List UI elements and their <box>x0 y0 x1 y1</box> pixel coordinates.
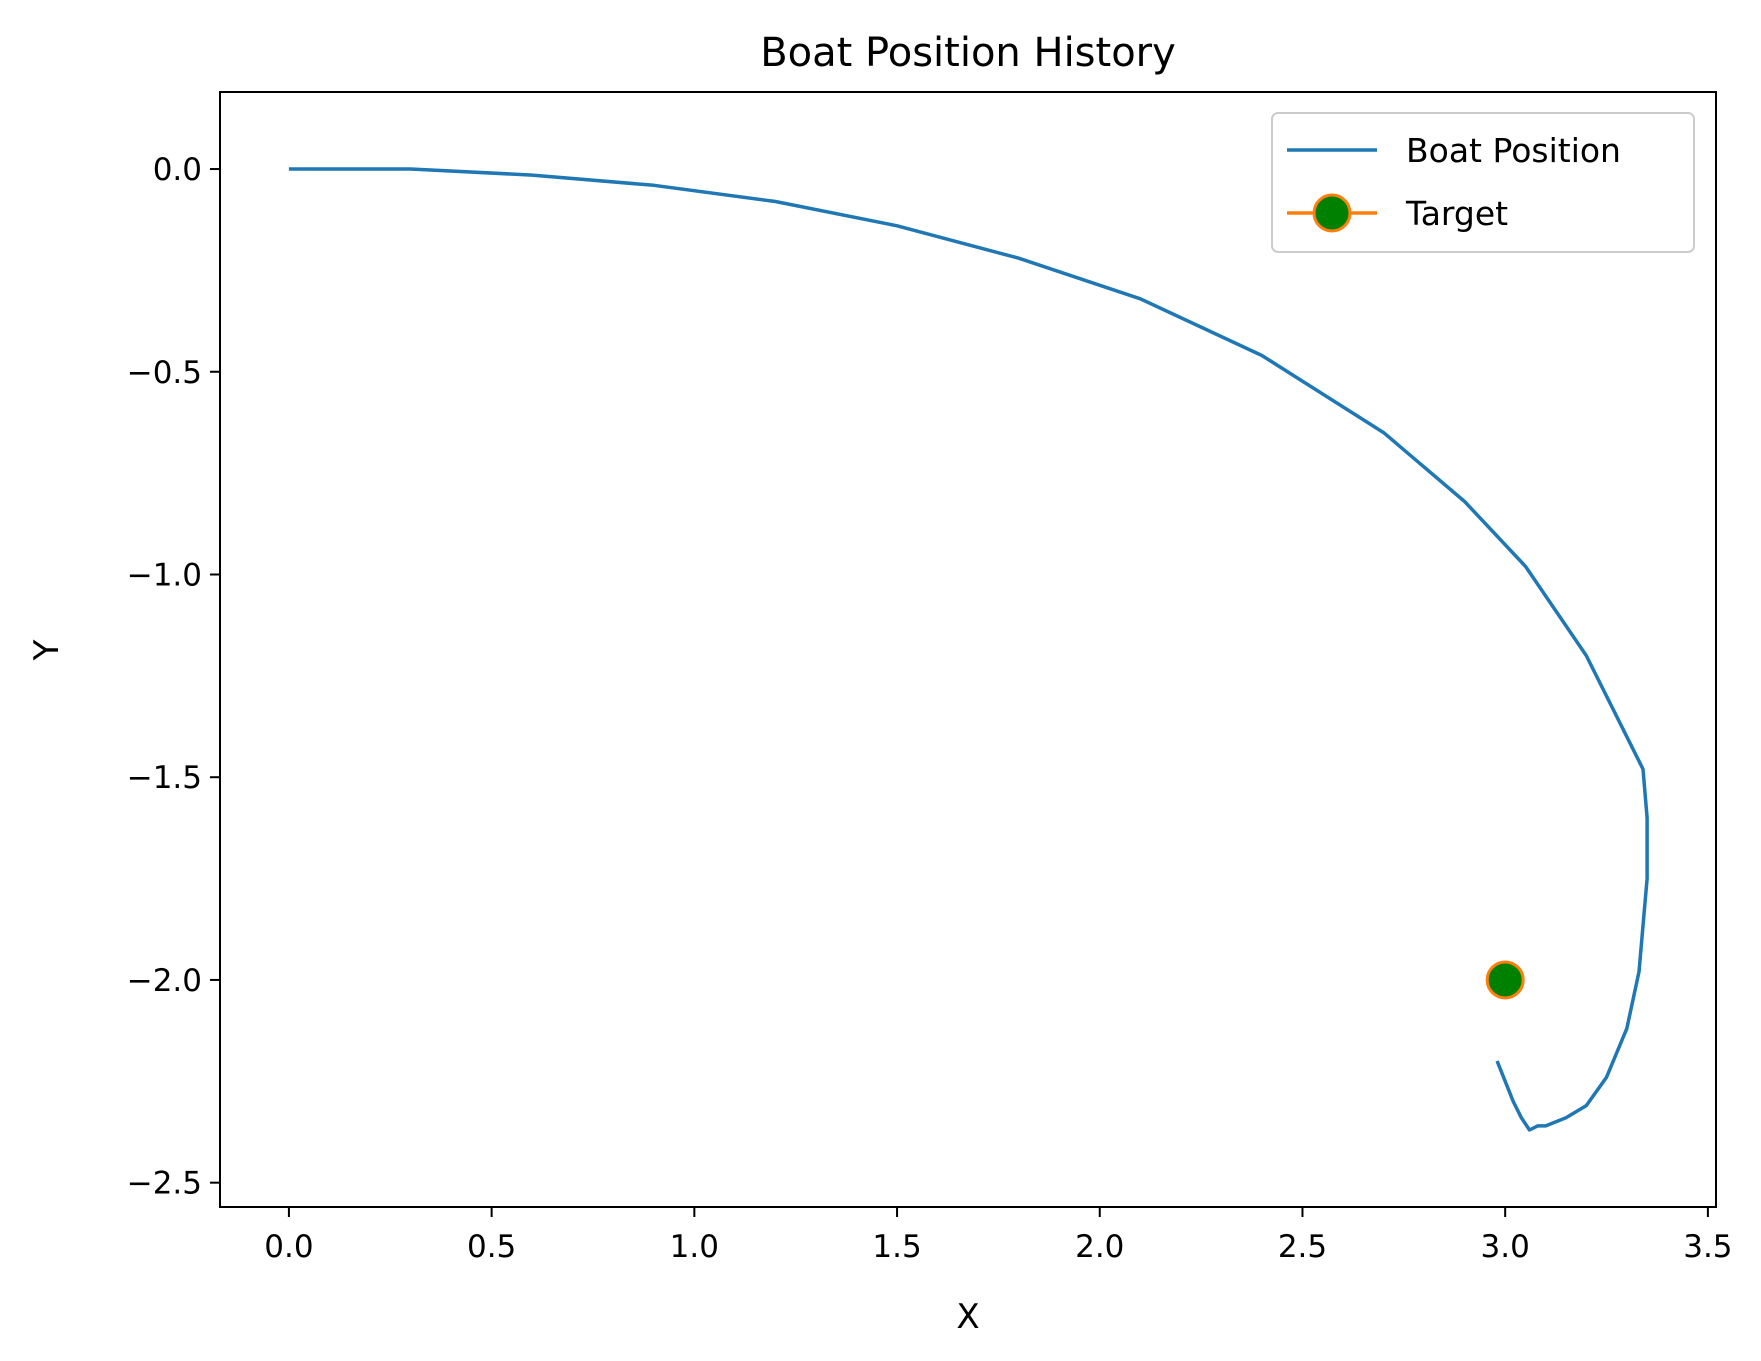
y-tick-label: 0.0 <box>153 152 202 188</box>
x-tick-label: 0.5 <box>467 1229 516 1265</box>
legend-label-target: Target <box>1405 194 1508 233</box>
x-tick-label: 1.0 <box>670 1229 719 1265</box>
y-tick-label: −1.0 <box>127 557 202 593</box>
x-tick-label: 3.0 <box>1481 1229 1530 1265</box>
x-tick-label: 3.5 <box>1683 1229 1732 1265</box>
x-tick-label: 0.0 <box>264 1229 313 1265</box>
y-axis-label: Y <box>27 639 67 661</box>
y-tick-label: −0.5 <box>127 355 202 391</box>
target-point <box>1485 960 1525 1000</box>
y-tick-label: −2.5 <box>127 1166 202 1202</box>
x-axis-label: X <box>956 1297 979 1337</box>
series-line-boat-position <box>288 167 1649 1132</box>
legend-swatch-target-marker <box>1312 193 1352 233</box>
plot-frame <box>219 91 1717 1208</box>
chart-title: Boat Position History <box>760 30 1176 76</box>
legend-box <box>1271 112 1695 253</box>
y-tick-label: −1.5 <box>127 760 202 796</box>
series-layer <box>288 167 1649 1132</box>
x-tick-label: 2.5 <box>1278 1229 1327 1265</box>
plot-area <box>220 92 1716 1207</box>
y-tick-label: −2.0 <box>127 963 202 999</box>
x-tick-label: 1.5 <box>872 1229 921 1265</box>
legend: Boat Position Target <box>1271 112 1695 253</box>
x-tick-label: 2.0 <box>1075 1229 1124 1265</box>
x-axis-ticks: 0.0 0.5 1.0 1.5 2.0 2.5 3.0 3.5 <box>264 1207 1733 1265</box>
y-axis-ticks: 0.0 −0.5 −1.0 −1.5 −2.0 −2.5 <box>127 152 220 1202</box>
legend-label-boat-position: Boat Position <box>1406 131 1621 170</box>
